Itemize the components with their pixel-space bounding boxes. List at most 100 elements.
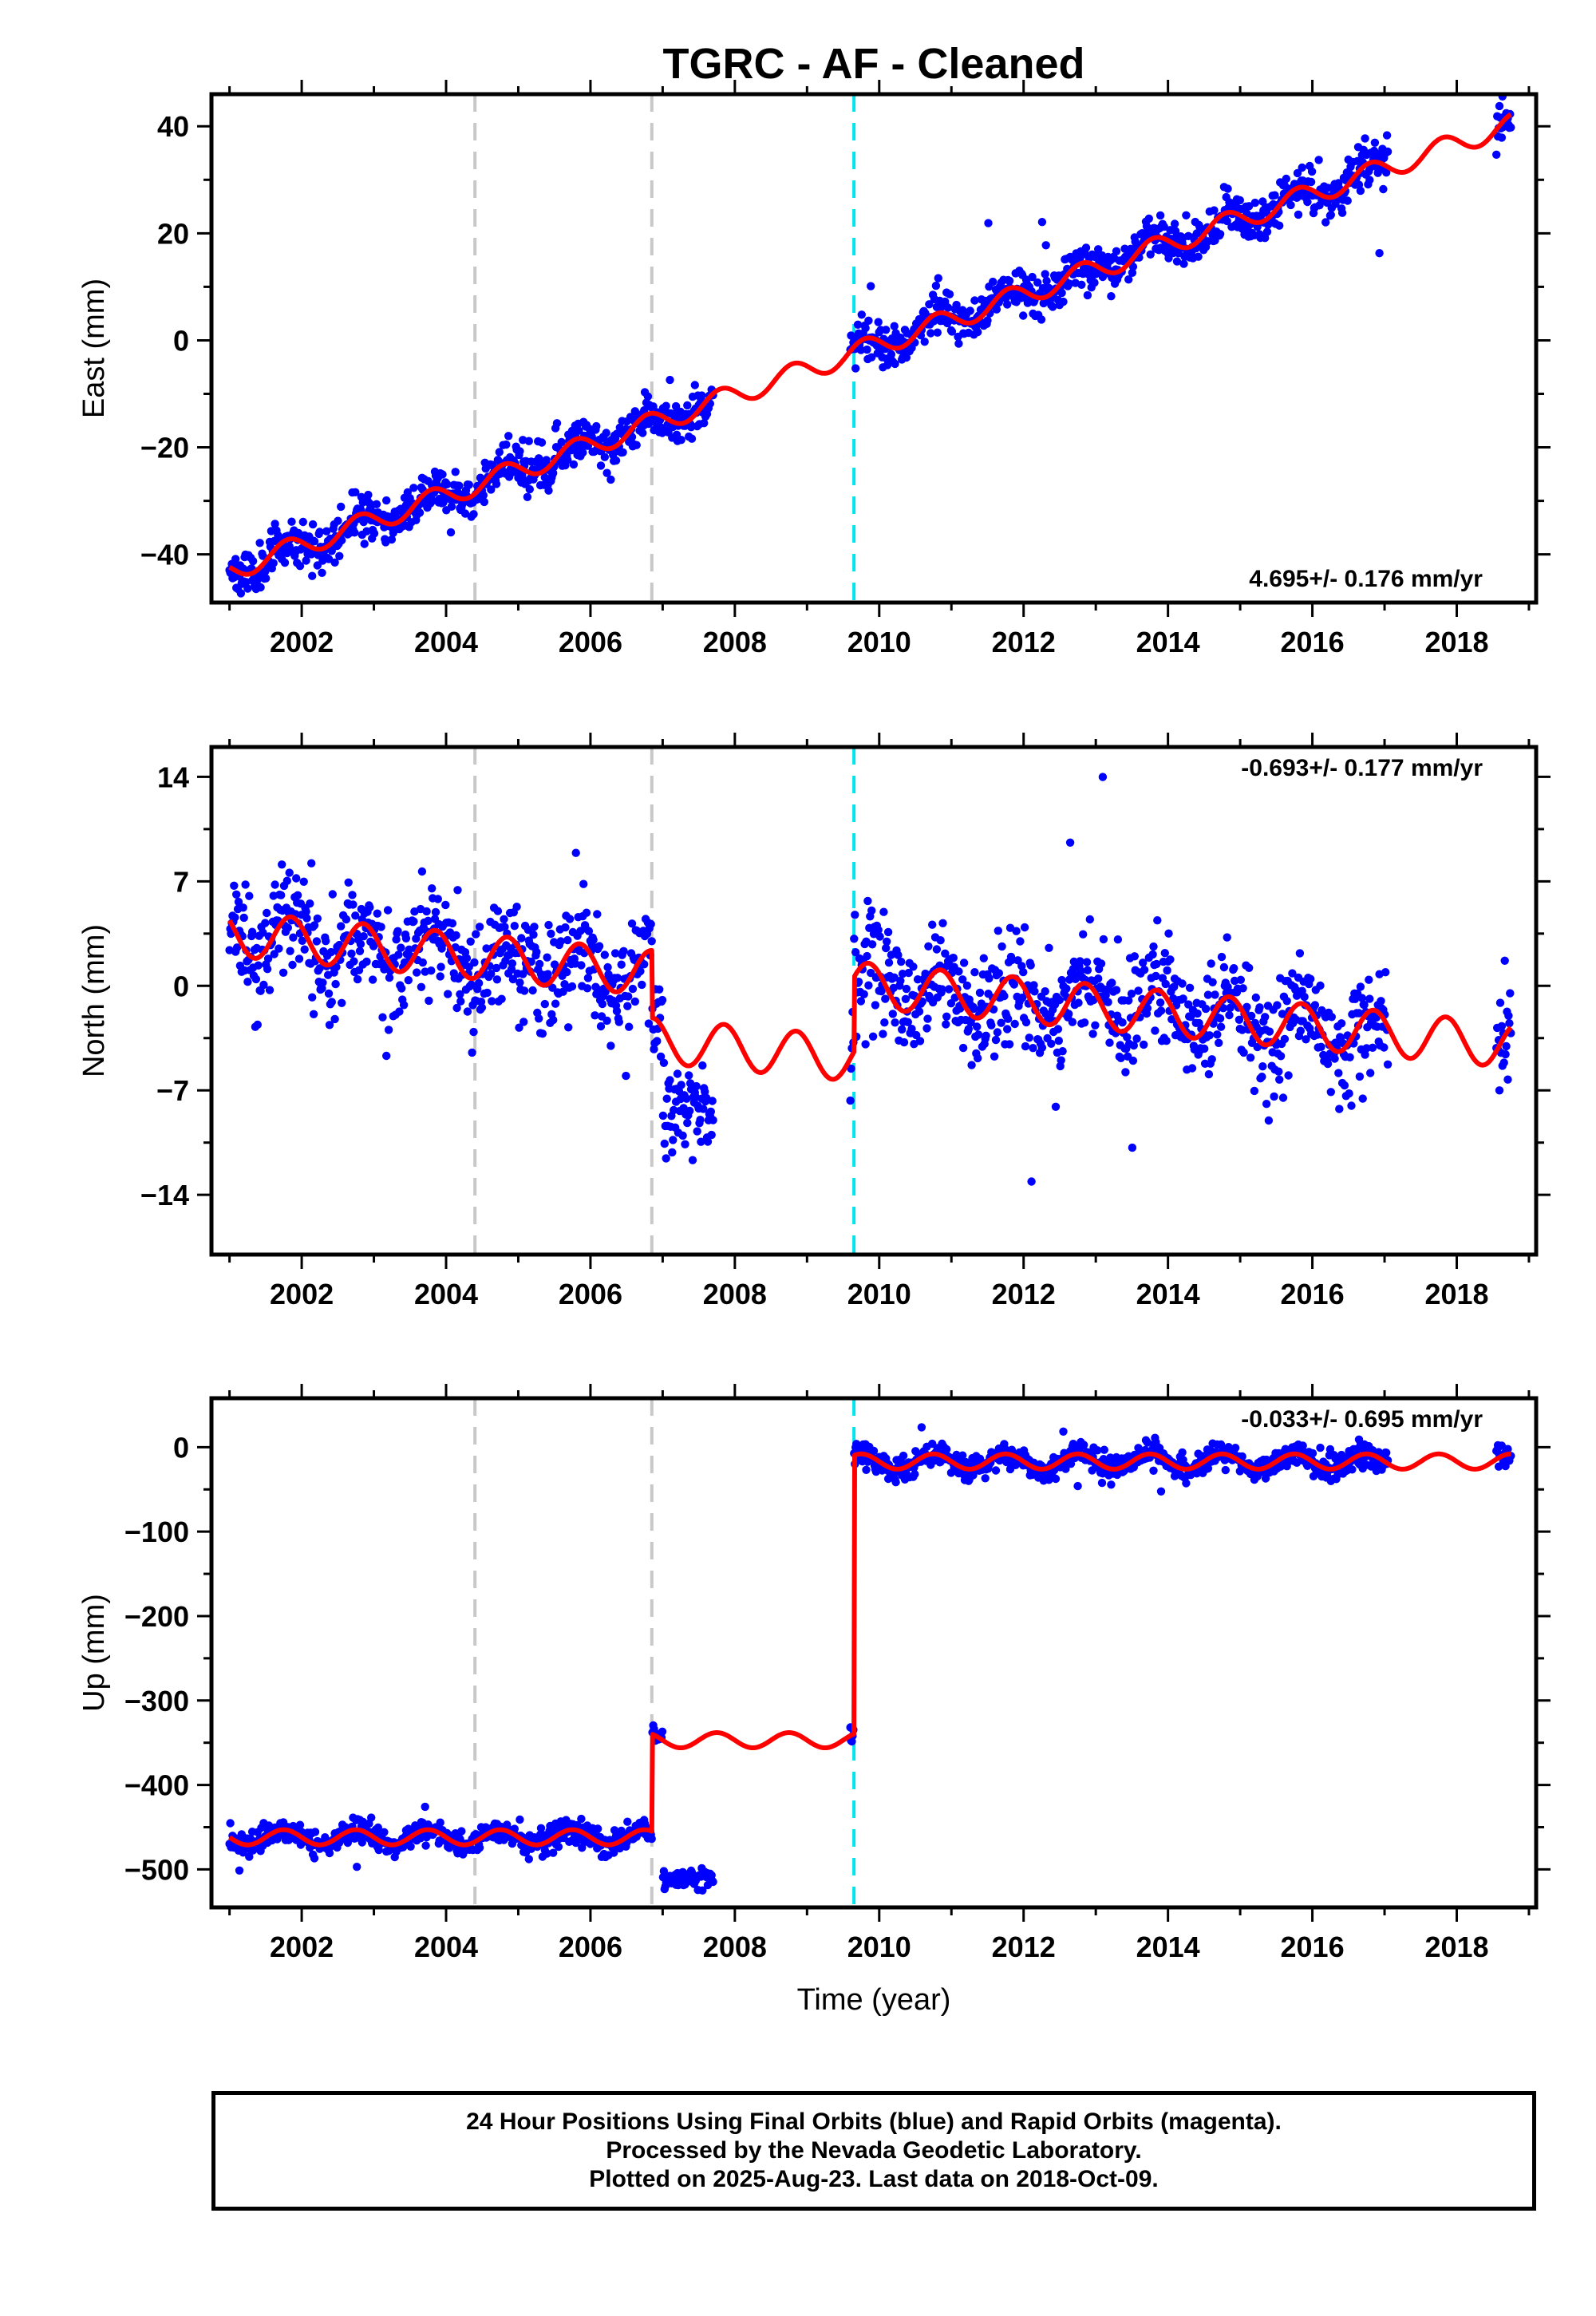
data-point [867,906,876,915]
data-point [942,1445,951,1454]
data-point [903,1018,913,1027]
data-point [447,502,456,511]
data-point [1153,916,1162,925]
data-point [1298,163,1306,172]
data-point [512,903,521,911]
data-point [460,509,470,518]
data-point [540,999,549,1009]
data-point [1205,1031,1215,1040]
data-point [1497,1022,1507,1031]
data-point [1270,191,1279,200]
data-point [455,481,464,490]
data-point [874,926,883,935]
data-point [467,980,476,989]
data-point [970,296,979,305]
data-point [1246,1053,1255,1062]
data-point [302,556,310,565]
data-point [1065,1010,1073,1018]
data-point [1005,276,1014,286]
data-point [1275,221,1284,230]
data-point [646,919,655,929]
data-point [263,954,273,963]
data-point [278,860,286,869]
data-point [671,401,681,411]
data-point [1161,979,1170,989]
data-point [975,988,985,998]
data-point [1295,949,1305,958]
data-point [544,920,553,930]
data-point [622,1071,630,1081]
data-point [1245,202,1254,211]
data-point [464,480,473,489]
data-point [1382,1448,1391,1457]
y-tick-label: 40 [157,110,189,143]
data-point [662,1094,671,1103]
data-point [286,947,294,955]
data-point [270,950,279,958]
data-point [1261,1013,1270,1022]
data-point [898,1025,907,1034]
data-point [324,555,334,563]
x-tick-label: 2016 [1281,626,1345,658]
data-point [1163,966,1171,975]
data-point [1194,252,1203,261]
data-point [623,1002,632,1010]
data-point [327,547,336,555]
data-point [1375,249,1384,258]
data-point [1079,930,1088,939]
model-curve [227,914,1513,1082]
data-point [1314,156,1323,164]
data-point [1337,1019,1346,1028]
data-point [313,561,322,570]
data-point [1094,245,1103,254]
data-point [431,907,440,917]
data-point [271,880,279,889]
data-point [1201,1004,1211,1014]
data-point [871,1001,880,1010]
data-point [401,934,411,943]
data-point [1041,241,1050,250]
data-point [315,528,324,536]
data-point [466,937,475,947]
data-point [709,1116,717,1124]
data-point [1065,975,1074,984]
data-point [891,359,899,369]
data-point [863,345,871,354]
data-point [540,473,549,482]
data-point [472,930,480,939]
data-point [271,520,279,528]
data-point [1382,131,1392,140]
data-point [1276,1052,1286,1061]
data-point [863,896,872,906]
data-point [1238,1452,1246,1461]
data-point [973,1022,982,1031]
data-point [1003,300,1012,309]
data-point [1172,257,1182,266]
data-point [874,318,883,326]
data-point [265,986,275,994]
data-point [308,520,318,529]
data-point [600,453,609,461]
data-point [1128,1143,1137,1152]
data-point [571,848,580,857]
data-point [1497,1441,1507,1450]
data-point [543,1849,551,1858]
data-point [577,1814,586,1824]
data-point [1000,991,1009,1001]
data-point [851,948,860,957]
data-point [925,300,934,309]
data-point [902,984,911,994]
data-point [991,1466,1001,1475]
data-point [1238,984,1247,993]
data-point [1270,1092,1278,1101]
data-point [1216,1022,1226,1031]
data-point [406,1842,415,1851]
data-point [638,429,647,437]
data-point [595,942,604,951]
footer-line-1: 24 Hour Positions Using Final Orbits (bl… [466,2109,1282,2135]
data-point [309,1010,318,1019]
data-point [687,434,697,443]
data-point [583,974,593,982]
data-point [1238,1026,1246,1034]
data-point [589,935,598,945]
